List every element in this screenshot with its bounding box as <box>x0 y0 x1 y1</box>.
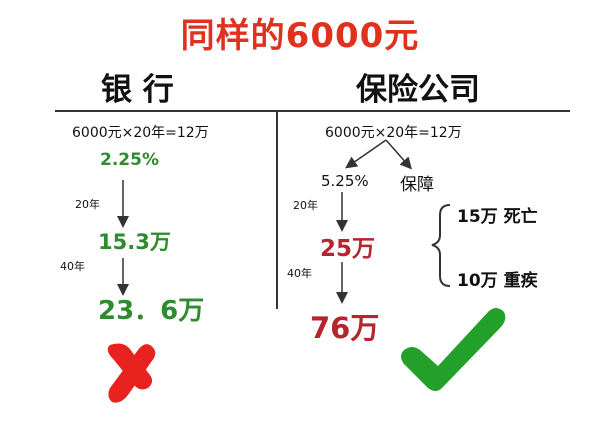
benefit-death: 15万 死亡 <box>457 207 538 227</box>
insurance-protection: 保障 <box>400 175 434 195</box>
page-title: 同样的6000元 <box>180 16 420 56</box>
insurance-year-40: 40年 <box>287 267 312 280</box>
vertical-divider <box>276 111 278 309</box>
insurance-split-arrow-right <box>385 139 412 170</box>
insurance-value-40yr: 76万 <box>310 311 380 345</box>
benefit-brace <box>431 204 451 287</box>
bank-value-20yr: 15.3万 <box>98 230 171 254</box>
insurance-heading: 保险公司 <box>356 72 480 108</box>
insurance-formula: 6000元×20年=12万 <box>325 125 462 141</box>
insurance-year-20: 20年 <box>293 199 318 212</box>
bank-year-20: 20年 <box>75 198 100 211</box>
bank-formula: 6000元×20年=12万 <box>72 125 209 141</box>
green-check-icon <box>401 308 506 391</box>
insurance-rate: 5.25% <box>321 172 369 190</box>
insurance-value-20yr: 25万 <box>320 236 376 262</box>
bank-value-40yr: 23．6万 <box>98 296 205 326</box>
horizontal-divider <box>55 110 570 112</box>
bank-heading: 银 行 <box>101 72 174 108</box>
insurance-split-arrow-left <box>345 139 387 169</box>
bank-rate: 2.25% <box>100 150 159 170</box>
red-cross-icon <box>107 343 156 403</box>
bank-year-40: 40年 <box>60 260 85 273</box>
benefit-critical-illness: 10万 重疾 <box>457 271 538 291</box>
